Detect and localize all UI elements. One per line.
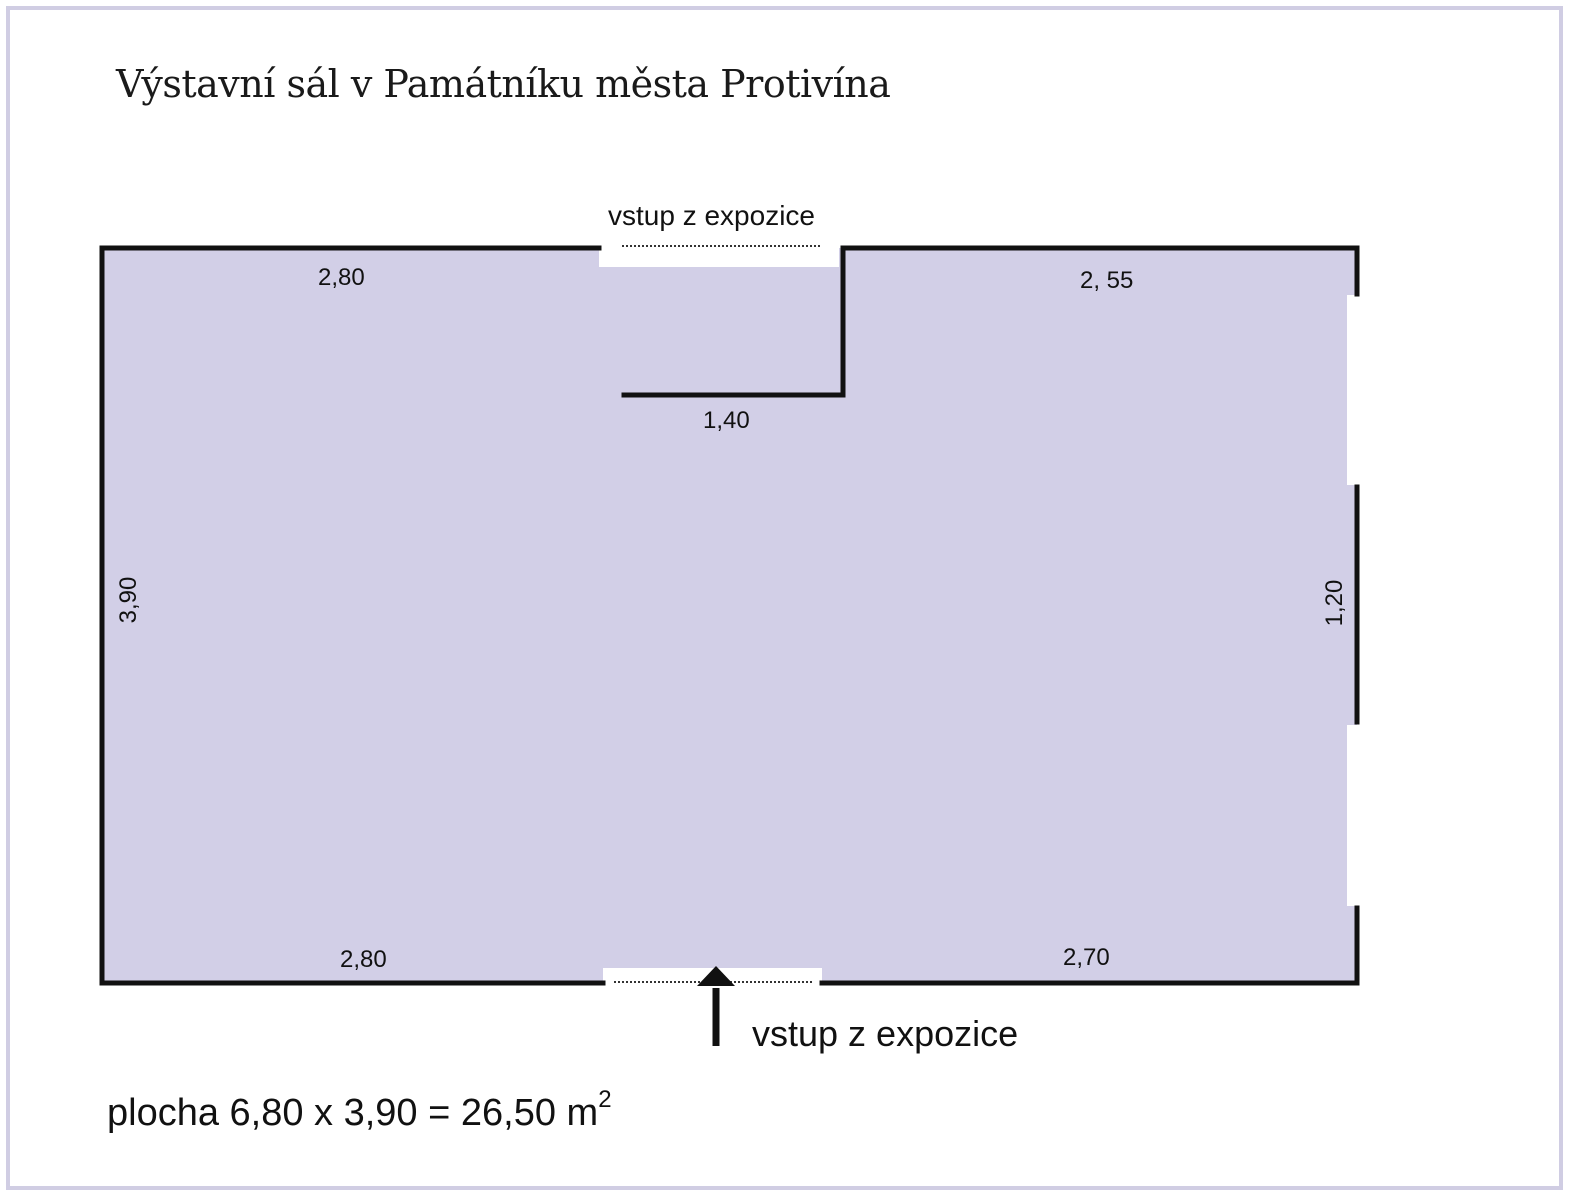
- dimension-top-right: 2, 55: [1080, 267, 1134, 294]
- page-frame: [6, 6, 1563, 1190]
- dimension-right-wall: 1,20: [1321, 579, 1348, 627]
- dimension-inner-wall: 1,40: [703, 407, 750, 434]
- dimension-bottom-right: 2,70: [1063, 944, 1110, 971]
- area-exponent: 2: [598, 1086, 612, 1113]
- area-text: plocha 6,80 x 3,90 = 26,50 m: [107, 1092, 599, 1134]
- right-window-lower: [1347, 725, 1363, 906]
- right-window-upper: [1347, 295, 1363, 485]
- wall-top-left: [99, 245, 606, 986]
- arrow-up-icon: [697, 966, 735, 1046]
- room-floor: [102, 248, 1357, 983]
- top-entrance-label: vstup z expozice: [608, 200, 815, 231]
- dimension-bottom-left: 2,80: [340, 946, 387, 973]
- wall-bottom-right: [819, 905, 1360, 986]
- area-label: plocha 6,80 x 3,90 = 26,50 m2: [107, 1088, 612, 1134]
- dimension-top-left: 2,80: [318, 264, 365, 291]
- top-door-gap: [599, 238, 839, 267]
- wall-top-right: [621, 245, 1360, 398]
- dimension-left-wall: 3,90: [115, 576, 142, 624]
- plan-title: Výstavní sál v Památníku města Protivína: [116, 62, 891, 106]
- bottom-entrance-label: vstup z expozice: [752, 1013, 1019, 1054]
